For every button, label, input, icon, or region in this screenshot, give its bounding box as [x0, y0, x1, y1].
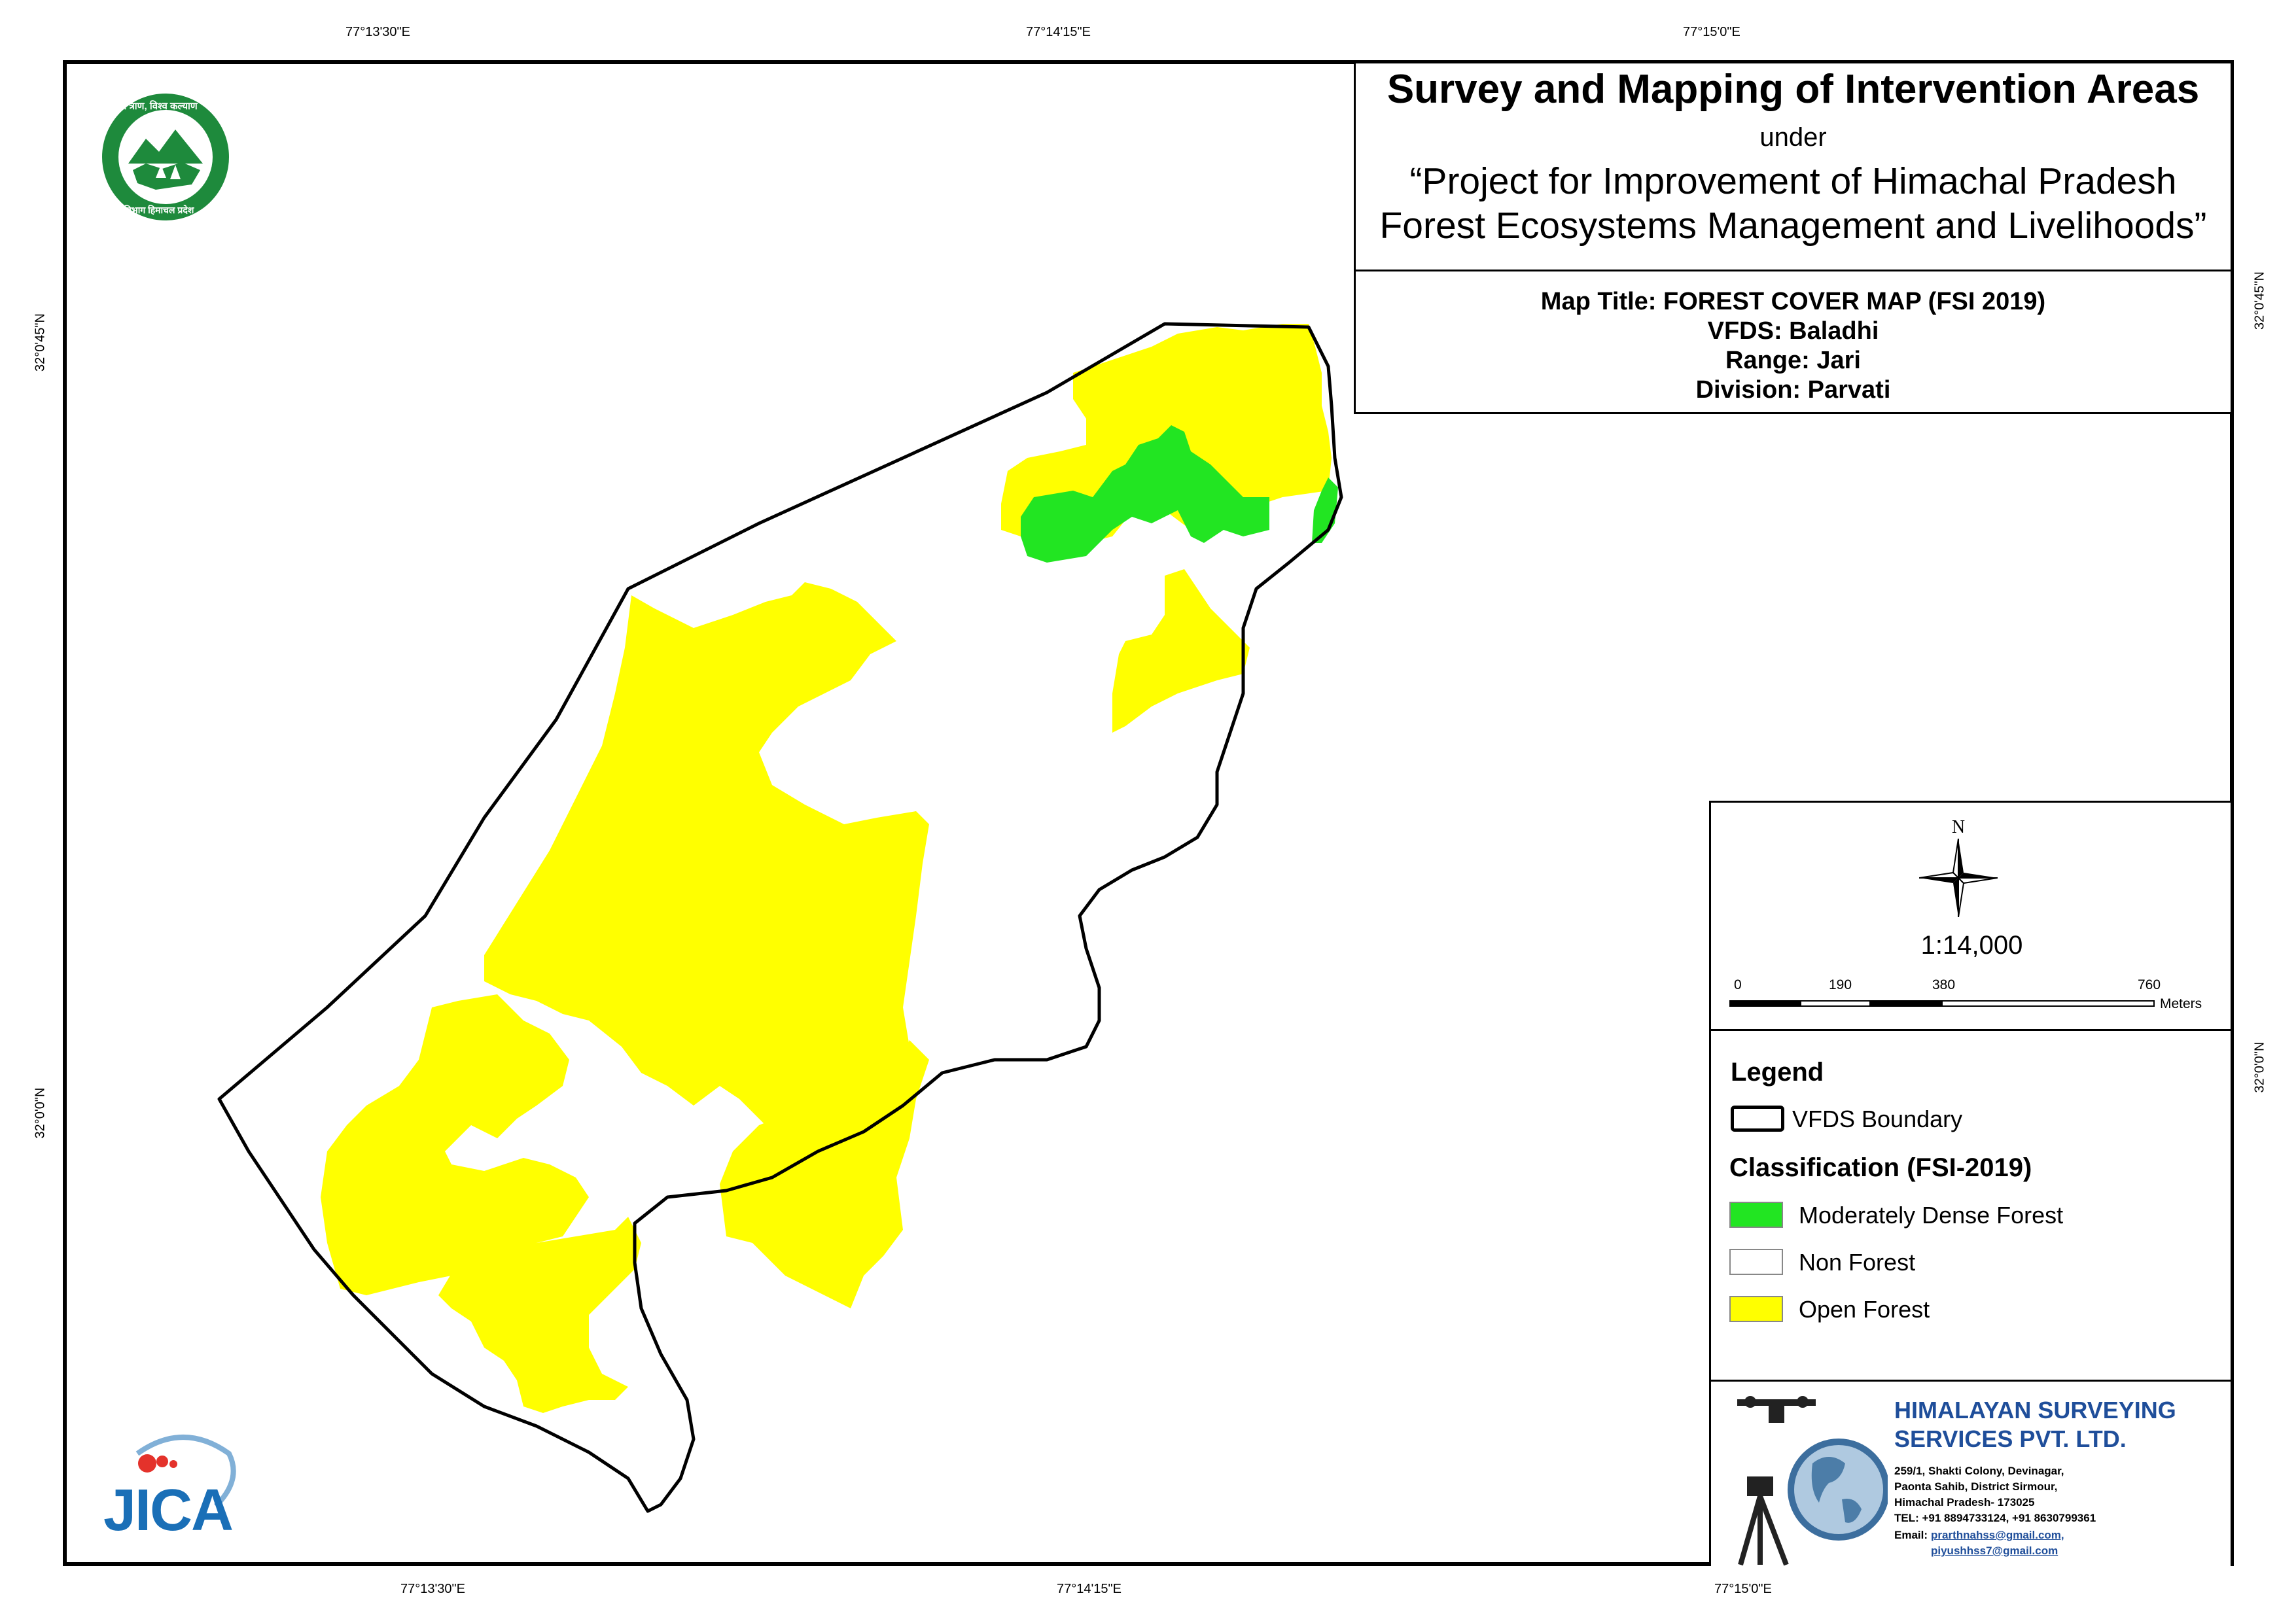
logo-top-text: वन श्री त्राण, विश्व कल्याण: [103, 101, 198, 112]
division-name: Division: Parvati: [1695, 376, 1891, 404]
classification-heading: Classification (FSI-2019): [1729, 1153, 2032, 1182]
company-logo-icon: [1737, 1396, 1888, 1566]
company-address-1: 259/1, Shakti Colony, Devinagar,: [1894, 1465, 2064, 1477]
open-forest-patch-south: [438, 1217, 641, 1413]
company-name-line1: HIMALAYAN SURVEYING: [1894, 1397, 2176, 1423]
coord-top-2: 77°14'15"E: [1026, 25, 1091, 39]
coord-top-3: 77°15'0"E: [1683, 25, 1740, 39]
title-under: under: [1759, 123, 1827, 152]
open-forest-patch-south-west: [321, 994, 589, 1295]
project-title-line2: Forest Ecosystems Management and Livelih…: [1379, 205, 2207, 247]
jica-text: JICA: [103, 1478, 234, 1543]
legend-label-moderately-dense: Moderately Dense Forest: [1799, 1202, 2064, 1229]
company-address-2: Paonta Sahib, District Sirmour,: [1894, 1480, 2058, 1493]
coord-bottom-2: 77°14'15"E: [1057, 1582, 1122, 1596]
vfds-boundary: [217, 322, 1343, 1513]
dense-forest-patch-main: [1021, 425, 1269, 563]
legend-swatch-non-forest: [1729, 1249, 1783, 1275]
open-forest-patch-east-lower: [720, 1040, 929, 1308]
company-name-line2: SERVICES PVT. LTD.: [1894, 1425, 2127, 1452]
side-panel: N 1:14,000 0 190 380 760 Meters Legend V…: [1709, 801, 2233, 1566]
vfds-name: VFDS: Baladhi: [1707, 317, 1879, 345]
open-forest-patch-central: [1112, 569, 1250, 733]
open-forest-patch-west: [484, 582, 929, 1178]
scale-unit: Meters: [2160, 996, 2202, 1011]
scale-tick-190: 190: [1829, 977, 1852, 992]
dense-forest-patch-edge: [1312, 478, 1338, 543]
company-email-label: Email:: [1894, 1529, 1928, 1541]
company-address-3: Himachal Pradesh- 173025: [1894, 1496, 2035, 1509]
map-frame: [63, 60, 2234, 1566]
range-name: Range: Jari: [1725, 347, 1861, 374]
scale-ratio: 1:14,000: [1920, 931, 2023, 960]
forest-department-logo: वन श्री त्राण, विश्व कल्याण वन विभाग हिम…: [77, 92, 254, 222]
jica-swoosh-icon: [135, 1435, 236, 1508]
title-box: Survey and Mapping of Intervention Areas…: [1354, 63, 2231, 271]
legend-company-divider: [1711, 1380, 2233, 1382]
company-email-1[interactable]: prarthnahss@gmail.com,: [1931, 1529, 2064, 1541]
company-email-2[interactable]: piyushhss7@gmail.com: [1931, 1544, 2058, 1557]
map-title: Map Title: FOREST COVER MAP (FSI 2019): [1540, 288, 2046, 315]
legend-label-boundary: VFDS Boundary: [1792, 1106, 1963, 1132]
map-info-box: Map Title: FOREST COVER MAP (FSI 2019) V…: [1354, 271, 2231, 414]
project-title: “Project for Improvement of Himachal Pra…: [1356, 159, 2231, 248]
legend-label-non-forest: Non Forest: [1799, 1249, 1916, 1276]
coord-bottom-1: 77°13'30"E: [400, 1582, 465, 1596]
company-tel: TEL: +91 8894733124, +91 8630799361: [1894, 1512, 2096, 1524]
scale-tick-760: 760: [2138, 977, 2161, 992]
open-forest-areas: [321, 324, 1332, 1413]
legend-swatch-open-forest: [1729, 1296, 1783, 1322]
legend-swatch-boundary: [1731, 1106, 1784, 1132]
logo-bottom-text: वन विभाग हिमाचल प्रदेश: [111, 205, 194, 215]
forest-department-emblem-icon: [102, 94, 229, 220]
coord-bottom-3: 77°15'0"E: [1714, 1582, 1772, 1596]
north-label: N: [1951, 817, 1966, 837]
jica-logo: JICA: [98, 1427, 242, 1552]
moderately-dense-forest-areas: [1021, 425, 1338, 563]
scale-bar: [1729, 1000, 2155, 1007]
scale-legend-divider: [1711, 1029, 2233, 1031]
main-title: Survey and Mapping of Intervention Areas: [1386, 67, 2200, 112]
legend-heading: Legend: [1731, 1058, 1824, 1087]
coord-right-2: 32°0'0"N: [2252, 1041, 2267, 1093]
scale-tick-0: 0: [1734, 977, 1742, 992]
legend-swatch-moderately-dense: [1729, 1202, 1783, 1228]
north-arrow-icon: [1919, 839, 1998, 917]
scale-tick-380: 380: [1932, 977, 1956, 992]
coord-left-1: 32°0'45"N: [33, 313, 48, 372]
coord-top-1: 77°13'30"E: [345, 25, 410, 39]
legend-label-open-forest: Open Forest: [1799, 1296, 1930, 1323]
coord-right-1: 32°0'45"N: [2252, 271, 2267, 330]
coord-left-2: 32°0'0"N: [33, 1087, 48, 1139]
project-title-line1: “Project for Improvement of Himachal Pra…: [1409, 160, 2177, 202]
